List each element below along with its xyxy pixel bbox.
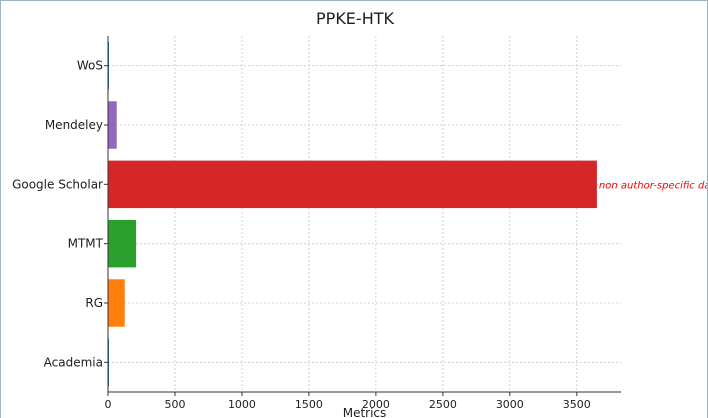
- y-tick-label: Google Scholar: [12, 177, 103, 191]
- x-tick-label: 1500: [295, 398, 323, 411]
- x-tick-label: 3000: [496, 398, 524, 411]
- x-tick-label: 3500: [563, 398, 591, 411]
- axes: [104, 36, 621, 396]
- bar-rg: [108, 279, 125, 327]
- x-tick-label: 2500: [429, 398, 457, 411]
- y-tick-label: MTMT: [68, 237, 104, 251]
- bars: [108, 41, 597, 387]
- x-tick-label: 0: [105, 398, 112, 411]
- tick-labels: WoS Mendeley Google Scholar MTMT RG Academia 0…: [12, 59, 591, 411]
- x-tick-label: 2000: [362, 398, 390, 411]
- bar-annotation: non author-specific da: [599, 180, 708, 191]
- y-tick-label: WoS: [77, 59, 103, 73]
- y-tick-label: Mendeley: [45, 118, 103, 132]
- bar-google-scholar: [108, 160, 597, 209]
- y-tick-label: Academia: [44, 355, 103, 369]
- annotations: non author-specific da: [599, 180, 708, 191]
- y-tick-label: RG: [85, 296, 103, 310]
- x-tick-label: 500: [164, 398, 185, 411]
- grid-lines: [108, 36, 621, 392]
- bar-mendeley: [108, 101, 117, 149]
- bar-mtmt: [108, 219, 137, 268]
- x-axis-label: Metrics: [342, 406, 387, 418]
- x-tick-label: 1000: [228, 398, 256, 411]
- chart-title: PPKE-HTK: [316, 9, 394, 28]
